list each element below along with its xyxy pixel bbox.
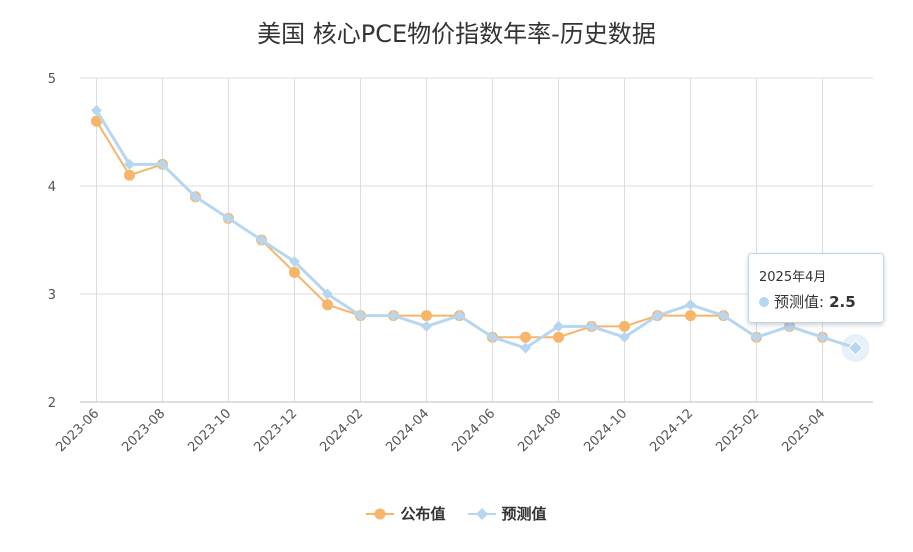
- data-point: [124, 169, 135, 181]
- x-tick-label: 2023-08: [119, 406, 168, 455]
- data-point: [454, 310, 465, 322]
- legend: 公布值 预测值: [0, 503, 913, 524]
- series-1: [91, 104, 861, 354]
- data-point: [553, 320, 564, 332]
- y-tick-label: 3: [48, 288, 56, 303]
- chart-title: 美国 核心PCE物价指数年率-历史数据: [257, 20, 656, 48]
- y-tick-label: 4: [48, 180, 56, 195]
- x-tick-label: 2024-02: [317, 406, 366, 455]
- data-point: [817, 331, 828, 343]
- data-point: [322, 299, 333, 311]
- data-point: [289, 256, 300, 268]
- data-point: [421, 320, 432, 332]
- data-point: [685, 299, 696, 311]
- data-point: [322, 288, 333, 300]
- legend-item-forecast[interactable]: 预测值: [467, 503, 547, 524]
- tooltip-label: 预测值:: [774, 293, 825, 311]
- data-point: [619, 331, 630, 343]
- tooltip-value: 2.5: [829, 292, 856, 311]
- data-point: [718, 310, 729, 322]
- x-tick-label: 2023-06: [53, 406, 102, 455]
- data-point: [553, 331, 564, 343]
- x-tick-label: 2024-10: [581, 406, 630, 455]
- tooltip-row: 预测值: 2.5: [759, 291, 873, 312]
- x-tick-label: 2024-06: [449, 406, 498, 455]
- x-tick-label: 2024-04: [383, 406, 432, 455]
- series-line: [95, 120, 823, 339]
- legend-label-forecast: 预测值: [501, 505, 547, 523]
- data-point: [586, 320, 597, 332]
- x-tick-label: 2025-04: [779, 406, 828, 455]
- tooltip: 2025年4月 预测值: 2.5: [748, 253, 884, 323]
- data-point: [751, 331, 762, 343]
- data-point: [619, 320, 630, 332]
- x-tick-label: 2023-10: [185, 406, 234, 455]
- data-point: [685, 310, 696, 322]
- data-point: [190, 191, 201, 203]
- series-0: [91, 115, 828, 343]
- data-point: [652, 310, 663, 322]
- y-tick-label: 2: [48, 396, 56, 411]
- grid-layer: [80, 77, 873, 403]
- data-point: [157, 158, 168, 170]
- data-point: [91, 104, 102, 116]
- data-point: [487, 331, 498, 343]
- data-point: [520, 331, 531, 343]
- data-point: [91, 115, 102, 127]
- x-tick-label: 2024-12: [647, 406, 696, 455]
- data-point: [784, 320, 795, 332]
- data-point: [520, 342, 531, 354]
- x-tick-label: 2023-12: [251, 406, 300, 455]
- data-point: [355, 310, 366, 322]
- legend-item-published[interactable]: 公布值: [366, 503, 446, 524]
- data-point: [256, 234, 267, 246]
- legend-label-published: 公布值: [400, 505, 446, 523]
- data-point: [421, 310, 432, 322]
- data-point: [388, 310, 399, 322]
- data-point: [289, 266, 300, 278]
- y-tick-label: 5: [48, 72, 56, 87]
- series-line: [95, 109, 856, 350]
- tooltip-series-dot: [759, 296, 769, 307]
- legend-diamond-icon: [467, 507, 496, 520]
- hover-point: [847, 340, 864, 356]
- legend-circle-icon: [366, 508, 395, 519]
- x-tick-label: 2024-08: [515, 406, 564, 455]
- series-layer: [91, 104, 870, 362]
- data-point: [124, 158, 135, 170]
- tooltip-date: 2025年4月: [759, 270, 827, 285]
- x-tick-label: 2025-02: [713, 406, 762, 455]
- data-point: [223, 212, 234, 224]
